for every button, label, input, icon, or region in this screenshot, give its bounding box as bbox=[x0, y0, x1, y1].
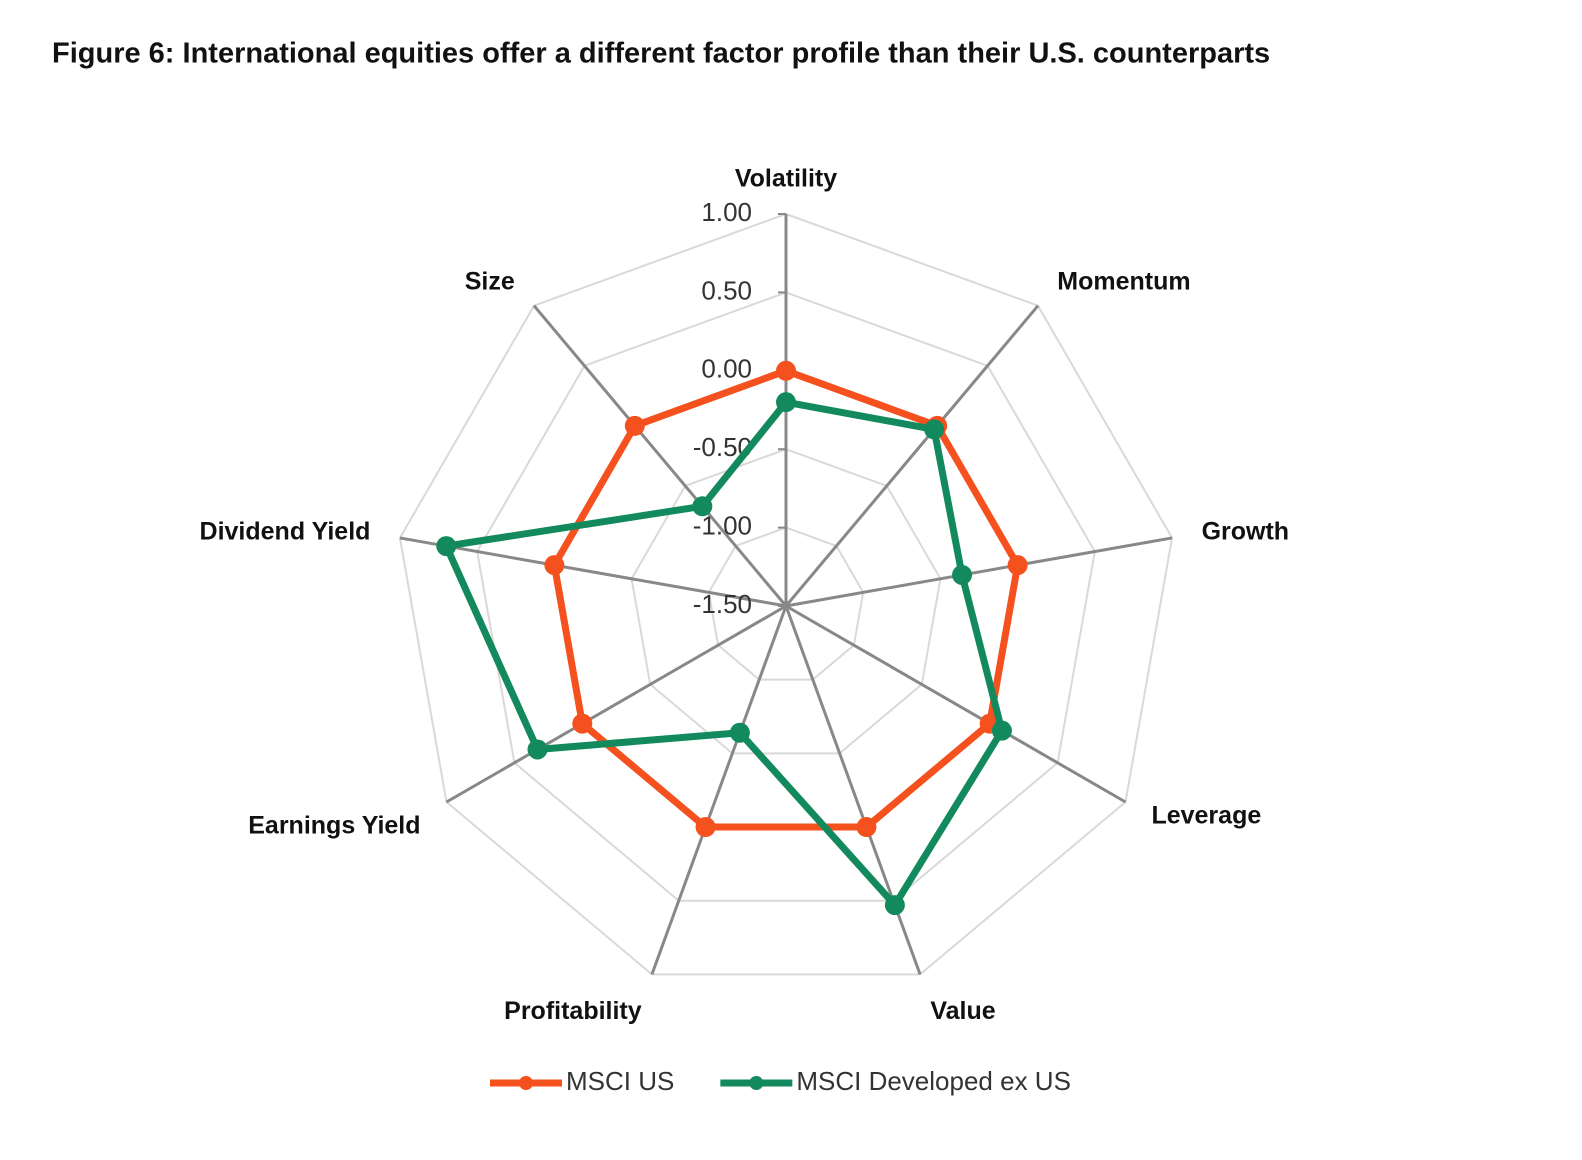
data-point bbox=[544, 555, 565, 576]
y-tick-label: 0.00 bbox=[701, 354, 752, 384]
grid-line bbox=[476, 291, 1096, 902]
legend-marker bbox=[519, 1076, 533, 1090]
grid-line bbox=[398, 212, 1174, 976]
data-point bbox=[527, 739, 548, 760]
axis-line bbox=[784, 304, 1040, 607]
data-point bbox=[695, 817, 716, 838]
grid-line bbox=[630, 448, 942, 755]
data-point bbox=[436, 536, 457, 557]
data-point bbox=[991, 720, 1012, 741]
category-label: Size bbox=[465, 267, 515, 295]
data-point bbox=[692, 496, 713, 517]
category-label: Earnings Yield bbox=[248, 812, 420, 840]
axis-line bbox=[650, 605, 788, 975]
data-point bbox=[572, 713, 593, 734]
axis-line bbox=[445, 604, 787, 804]
category-label: Leverage bbox=[1151, 802, 1261, 830]
y-tick-label: 1.00 bbox=[701, 197, 752, 227]
category-label: Momentum bbox=[1057, 267, 1190, 295]
legend-item: MSCI Developed ex US bbox=[720, 1066, 1071, 1096]
data-point bbox=[952, 564, 973, 585]
legend-item: MSCI US bbox=[490, 1066, 674, 1096]
category-label: Value bbox=[930, 997, 995, 1025]
legend-label: MSCI US bbox=[566, 1066, 674, 1096]
axis-line bbox=[785, 604, 1127, 804]
category-label: Profitability bbox=[504, 997, 642, 1025]
data-point bbox=[729, 722, 750, 743]
data-point bbox=[624, 415, 645, 436]
y-tick-label: -1.50 bbox=[693, 589, 752, 619]
category-label: Volatility bbox=[735, 165, 837, 193]
data-point bbox=[924, 419, 945, 440]
y-tick-label: 0.50 bbox=[701, 275, 752, 305]
axis-line bbox=[532, 304, 788, 607]
data-point bbox=[776, 392, 796, 413]
legend-marker bbox=[749, 1076, 764, 1090]
category-label: Growth bbox=[1202, 517, 1290, 545]
data-point bbox=[856, 817, 877, 838]
data-point bbox=[776, 360, 796, 381]
data-point bbox=[884, 895, 905, 916]
chart-title: Figure 6: International equities offer a… bbox=[52, 38, 1270, 70]
data-point bbox=[1007, 555, 1028, 576]
grid-line bbox=[707, 526, 865, 681]
axis-line bbox=[399, 536, 787, 608]
category-label: Dividend Yield bbox=[200, 517, 371, 545]
axis-line bbox=[784, 605, 922, 975]
series-line bbox=[550, 367, 1022, 831]
axis-line bbox=[785, 536, 1173, 608]
series-line bbox=[442, 398, 1006, 909]
legend-label: MSCI Developed ex US bbox=[796, 1066, 1071, 1096]
